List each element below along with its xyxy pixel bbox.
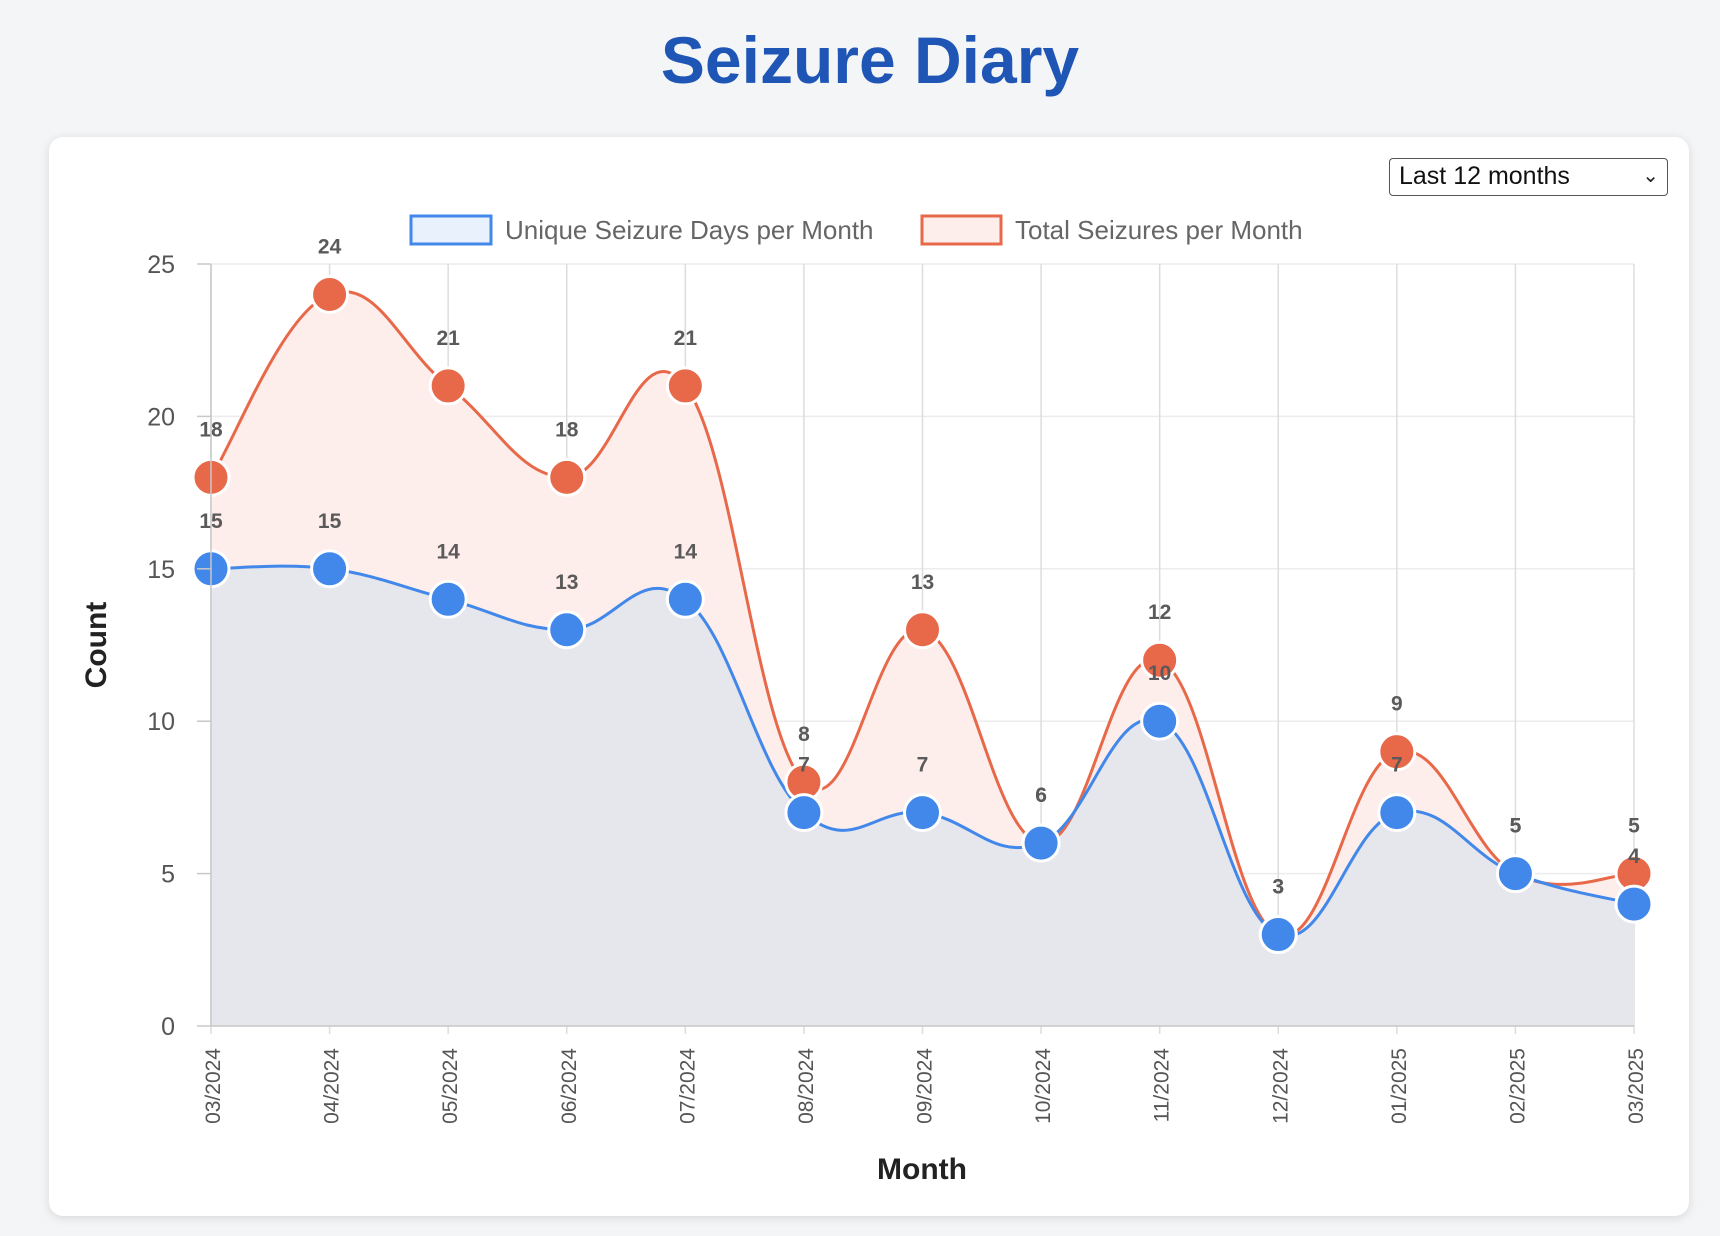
y-tick-label: 5 xyxy=(161,861,175,889)
y-tick-label: 0 xyxy=(161,1013,175,1041)
unique-days-data-label: 6 xyxy=(1035,784,1047,807)
unique-days-area xyxy=(211,566,1634,1026)
series-fills xyxy=(211,291,1634,1026)
total-seizures-point xyxy=(903,610,942,650)
unique-days-data-label: 7 xyxy=(1391,754,1403,777)
total-seizures-data-label: 21 xyxy=(674,327,698,350)
chevron-down-icon: ⌄ xyxy=(1642,165,1659,187)
total-seizures-data-label: 5 xyxy=(1510,815,1522,838)
legend-total-seizures-swatch xyxy=(920,214,1003,246)
unique-days-data-label: 13 xyxy=(555,571,578,594)
x-tick-label: 01/2025 xyxy=(1388,1048,1411,1124)
total-seizures-data-label: 21 xyxy=(436,327,460,350)
unique-days-point xyxy=(665,579,705,619)
time-range-select[interactable]: Last 12 months ⌄ xyxy=(1389,158,1668,196)
total-seizures-data-label: 3 xyxy=(1272,876,1284,899)
unique-days-data-label: 14 xyxy=(674,540,698,563)
unique-days-data-label: 7 xyxy=(798,754,810,777)
x-tick-label: 10/2024 xyxy=(1032,1048,1055,1124)
x-tick-label: 05/2024 xyxy=(439,1048,462,1124)
x-tick-label: 07/2024 xyxy=(676,1048,699,1124)
total-seizures-data-label: 24 xyxy=(318,235,342,258)
y-axis-title: Count xyxy=(80,602,113,689)
unique-days-point xyxy=(547,610,587,650)
x-tick-label: 09/2024 xyxy=(914,1048,937,1124)
x-tick-label: 03/2024 xyxy=(202,1048,225,1124)
total-seizures-data-label: 6 xyxy=(1035,784,1047,807)
legend-unique-days-swatch xyxy=(409,214,493,246)
y-tick-label: 10 xyxy=(147,708,175,736)
unique-days-point xyxy=(1140,701,1180,741)
x-tick-label: 08/2024 xyxy=(795,1048,818,1124)
axes: 0 5 10 15 20 25 03/2024 04/2024 05/2024 06/2024 07… xyxy=(80,251,1648,1186)
unique-days-point xyxy=(903,793,942,833)
y-tick-label: 15 xyxy=(147,556,175,584)
data-points xyxy=(191,274,1654,955)
unique-days-point xyxy=(428,579,468,619)
unique-days-point xyxy=(1377,793,1417,833)
total-seizures-data-label: 8 xyxy=(798,723,810,746)
time-range-selected-value: Last 12 months xyxy=(1399,162,1570,190)
total-seizures-point xyxy=(665,366,705,406)
unique-days-point xyxy=(1258,915,1298,955)
page-title: Seizure Diary xyxy=(660,23,1080,97)
unique-days-data-label: 10 xyxy=(1148,662,1171,685)
x-tick-label: 04/2024 xyxy=(321,1048,344,1124)
unique-days-data-label: 3 xyxy=(1272,876,1284,899)
total-seizures-point xyxy=(310,274,350,314)
total-seizures-data-label: 12 xyxy=(1148,601,1171,624)
x-tick-label: 12/2024 xyxy=(1269,1048,1292,1124)
unique-days-point xyxy=(310,549,350,589)
x-tick-label: 03/2025 xyxy=(1625,1048,1648,1124)
total-seizures-point xyxy=(1140,640,1180,680)
unique-days-data-label: 15 xyxy=(318,510,342,533)
unique-days-data-label: 4 xyxy=(1628,845,1640,868)
y-tick-label: 20 xyxy=(147,403,175,431)
legend-total-seizures-label: Total Seizures per Month xyxy=(1015,215,1303,245)
x-tick-label: 02/2025 xyxy=(1506,1048,1529,1124)
x-tick-label: 11/2024 xyxy=(1151,1048,1174,1123)
x-tick-label: 06/2024 xyxy=(558,1048,581,1124)
total-seizures-point xyxy=(428,366,468,406)
unique-days-data-label: 5 xyxy=(1510,815,1522,838)
y-tick-label: 25 xyxy=(147,251,175,279)
x-axis-title: Month xyxy=(877,1153,967,1186)
unique-days-data-label: 7 xyxy=(917,754,929,777)
total-seizures-data-label: 18 xyxy=(555,418,579,441)
total-seizures-data-label: 9 xyxy=(1391,693,1403,716)
unique-days-point xyxy=(1495,854,1535,894)
total-seizures-data-label: 13 xyxy=(911,571,934,594)
total-seizures-point xyxy=(1377,732,1417,772)
unique-days-point xyxy=(1614,884,1654,924)
legend-unique-days-label: Unique Seizure Days per Month xyxy=(505,215,874,245)
total-seizures-data-label: 5 xyxy=(1628,815,1640,838)
unique-days-point xyxy=(1021,823,1061,863)
unique-days-data-label: 14 xyxy=(436,540,460,563)
legend[interactable]: Unique Seizure Days per Month Total Seizu… xyxy=(409,214,1303,246)
total-seizures-point xyxy=(547,457,587,497)
unique-days-point xyxy=(784,793,824,833)
